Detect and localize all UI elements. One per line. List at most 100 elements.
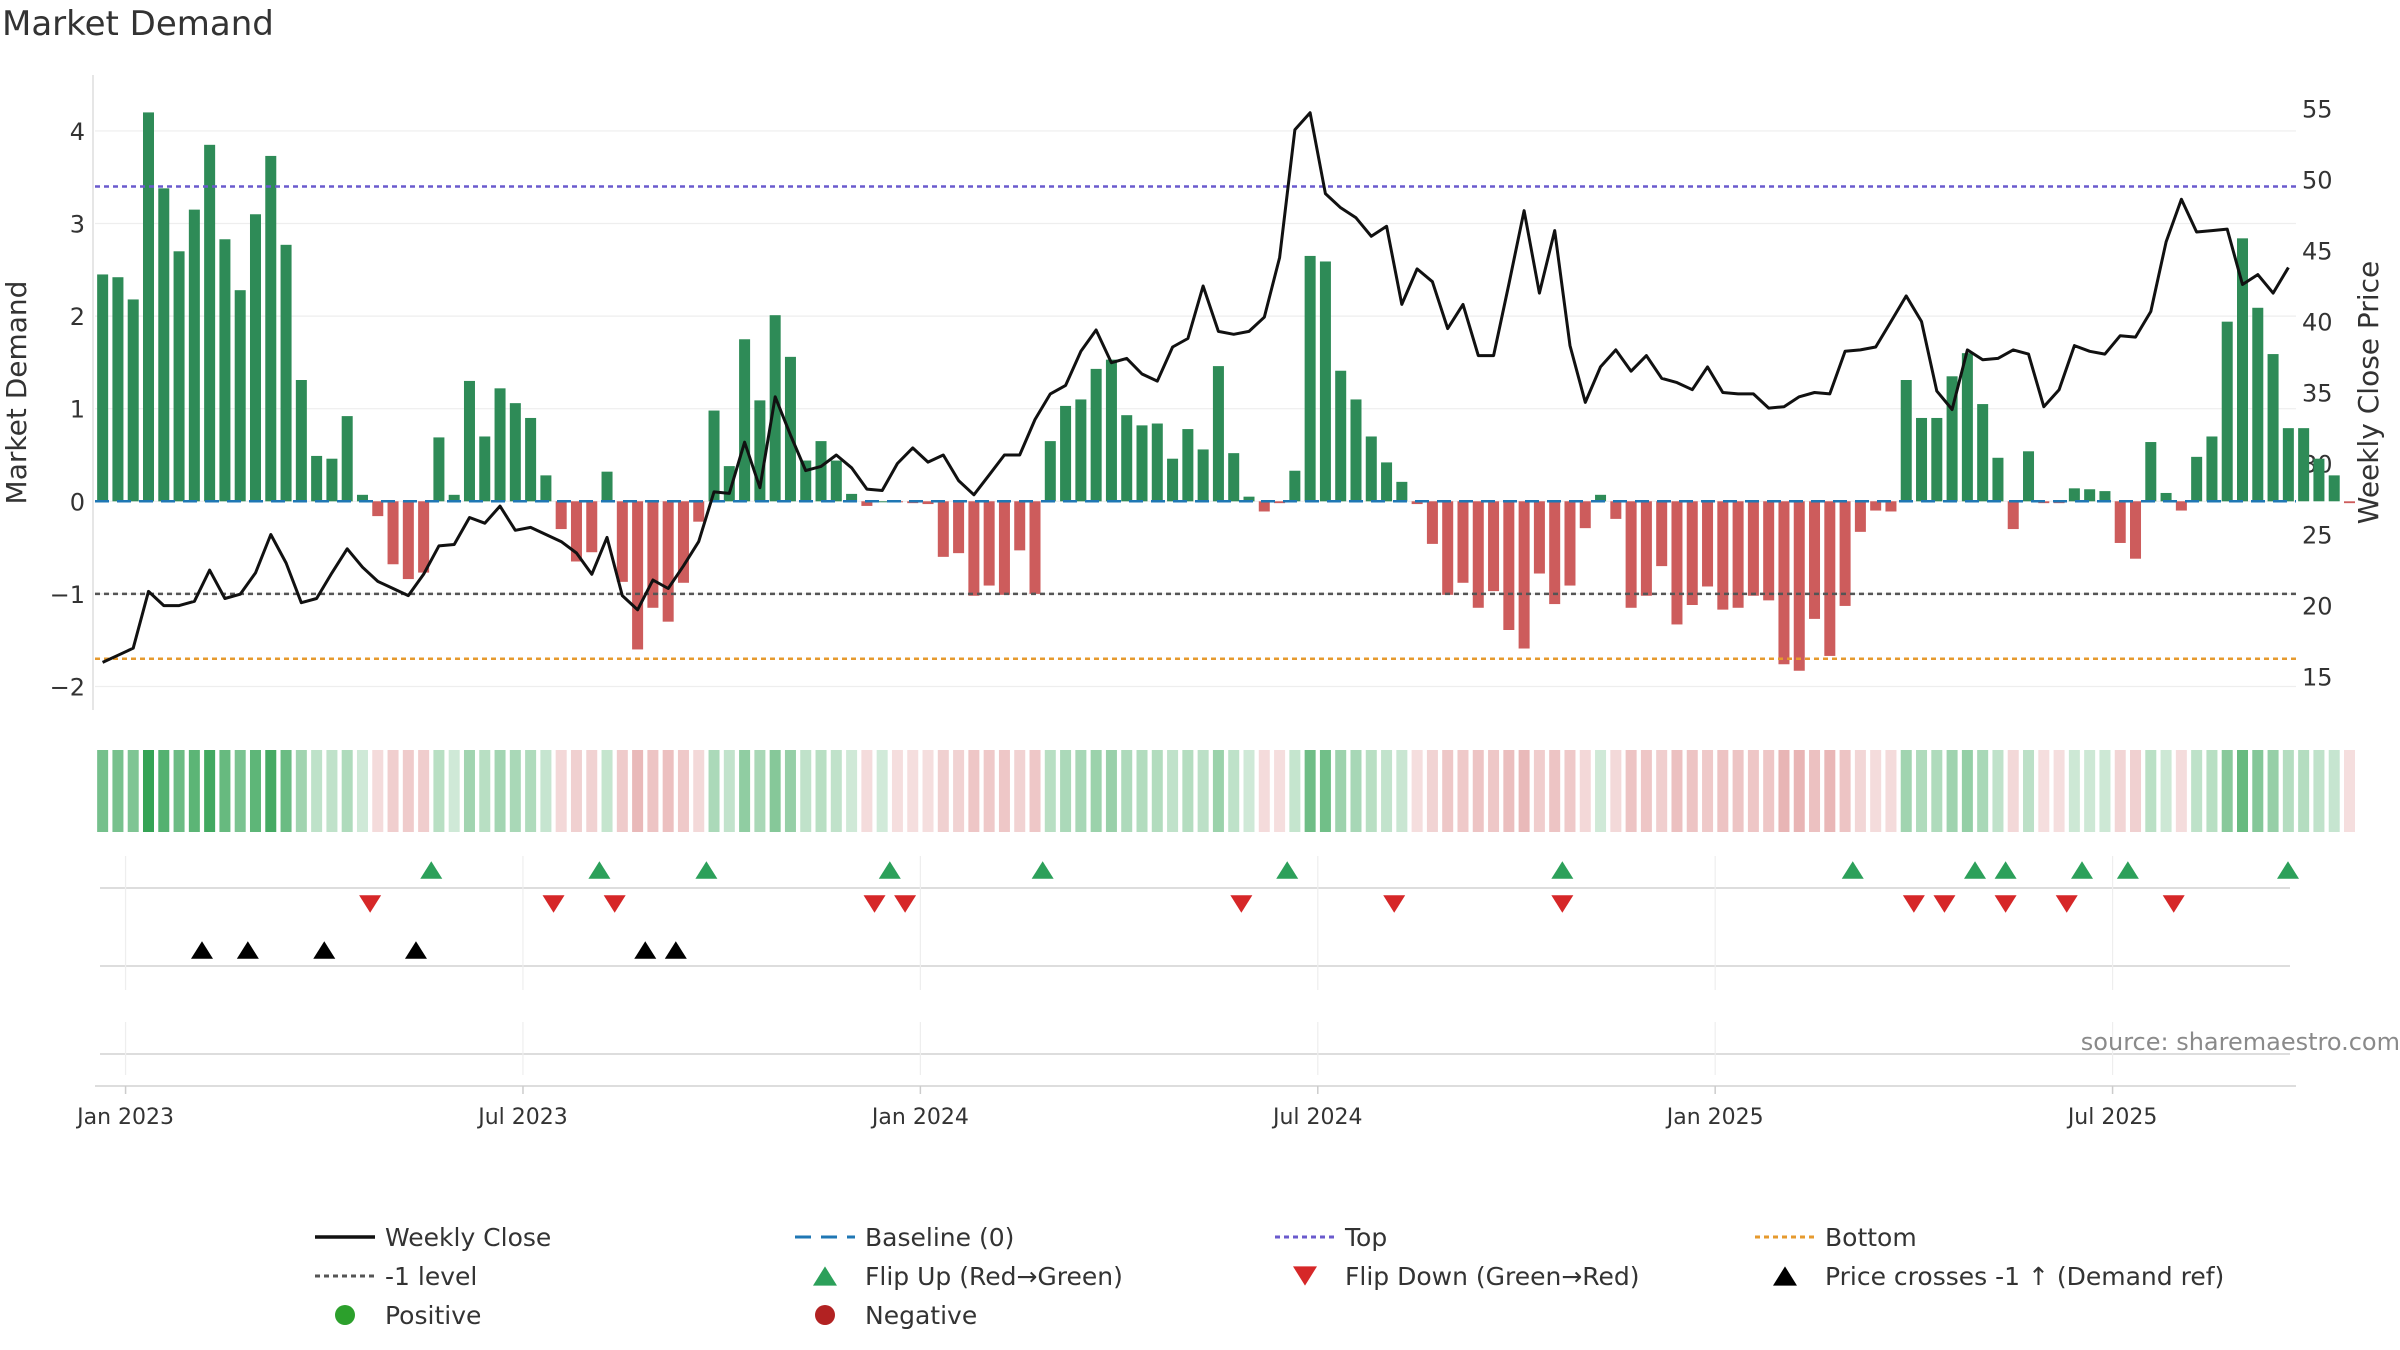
legend-swatch-circle <box>335 1305 355 1325</box>
demand-heat-cell <box>326 750 338 832</box>
demand-bar <box>1564 501 1576 586</box>
demand-heat-cell <box>1717 750 1729 832</box>
demand-heat-cell <box>2007 750 2019 832</box>
demand-heat-cell <box>693 750 705 832</box>
demand-heat-cell <box>2053 750 2065 832</box>
demand-heat-cell <box>815 750 827 832</box>
demand-bar <box>1228 453 1240 502</box>
demand-bar <box>540 475 552 502</box>
demand-heat-cell <box>494 750 506 832</box>
demand-bar <box>1686 501 1698 605</box>
demand-bar <box>97 274 109 502</box>
legend-label: Weekly Close <box>385 1223 551 1252</box>
demand-heat-cell <box>1396 750 1408 832</box>
demand-bar <box>1809 501 1821 619</box>
demand-bar <box>219 239 231 502</box>
demand-bar <box>1396 481 1408 502</box>
demand-heat-cell <box>173 750 185 832</box>
demand-heat-cell <box>2328 750 2340 832</box>
demand-bar <box>2282 428 2294 502</box>
demand-heat-cell <box>784 750 796 832</box>
demand-heat-cell <box>1167 750 1179 832</box>
flip-up-marker <box>695 861 718 879</box>
demand-bar <box>1763 501 1775 601</box>
demand-bar <box>1335 370 1347 502</box>
demand-bar <box>1778 501 1790 665</box>
demand-bar <box>2130 501 2142 559</box>
demand-bar <box>1029 501 1041 594</box>
demand-bar <box>1732 501 1744 608</box>
flip-up-marker <box>1841 861 1864 879</box>
demand-bar <box>509 403 521 502</box>
demand-bar <box>1839 501 1851 606</box>
demand-bar <box>1060 405 1072 502</box>
legend-swatch-triangle-down <box>1293 1266 1317 1286</box>
demand-heat-cell <box>402 750 414 832</box>
demand-bar <box>356 494 368 502</box>
demand-heat-cell <box>2298 750 2310 832</box>
demand-heat-cell <box>1136 750 1148 832</box>
demand-heat-cell <box>188 750 200 832</box>
demand-bar <box>479 436 491 502</box>
demand-heat-cell <box>1457 750 1469 832</box>
demand-heat-cell <box>830 750 842 832</box>
demand-heat-cell <box>555 750 567 832</box>
demand-heat-cell <box>2343 750 2355 832</box>
demand-heat-cell <box>1839 750 1851 832</box>
demand-heat-cell <box>632 750 644 832</box>
demand-heat-cell <box>1197 750 1209 832</box>
flip-up-marker <box>1964 861 1987 879</box>
demand-bar <box>204 144 216 502</box>
demand-bar <box>249 214 261 502</box>
demand-bar <box>280 244 292 502</box>
demand-heat-cell <box>1595 750 1607 832</box>
demand-bar <box>2114 501 2126 543</box>
demand-heat-cell <box>2023 750 2035 832</box>
demand-bar <box>1533 501 1545 574</box>
demand-heat-cell <box>265 750 277 832</box>
demand-bar <box>815 441 827 502</box>
demand-heat-cell <box>2282 750 2294 832</box>
demand-heat-cell <box>2221 750 2233 832</box>
demand-bar <box>295 380 307 502</box>
demand-bar <box>2191 456 2203 502</box>
demand-bar <box>1167 458 1179 502</box>
demand-heat-cell <box>219 750 231 832</box>
demand-heat-cell <box>769 750 781 832</box>
demand-bar <box>2160 492 2172 502</box>
demand-bar <box>173 251 185 502</box>
flip-up-marker <box>1276 861 1299 879</box>
demand-bar <box>647 501 659 608</box>
legend-label: Flip Up (Red→Green) <box>865 1262 1123 1291</box>
y-right-tick-label: 50 <box>2302 166 2333 194</box>
demand-bar <box>158 188 170 502</box>
demand-heat-cell <box>1335 750 1347 832</box>
demand-bar <box>1472 501 1484 608</box>
flip-down-marker <box>603 895 626 913</box>
demand-heat-cell <box>1426 750 1438 832</box>
demand-bar <box>876 501 888 503</box>
demand-bar <box>1350 399 1362 502</box>
demand-bar <box>2343 501 2355 504</box>
demand-bar <box>1503 501 1515 630</box>
demand-heat-cell <box>249 750 261 832</box>
demand-heat-cell <box>1228 750 1240 832</box>
demand-bar <box>2145 442 2157 502</box>
demand-bar <box>739 339 751 502</box>
demand-bar <box>1319 261 1331 502</box>
demand-heat-cell <box>311 750 323 832</box>
demand-bar <box>1243 496 1255 502</box>
demand-bar <box>1075 399 1087 502</box>
demand-heat-cell <box>1105 750 1117 832</box>
demand-heat-cell <box>2267 750 2279 832</box>
flip-up-marker <box>420 861 443 879</box>
legend-label: Price crosses -1 ↑ (Demand ref) <box>1825 1262 2224 1291</box>
demand-heat-cell <box>387 750 399 832</box>
x-tick-label: Jan 2023 <box>75 1105 174 1130</box>
demand-bar <box>1610 501 1622 519</box>
demand-heat-cell <box>739 750 751 832</box>
demand-heat-cell <box>1090 750 1102 832</box>
demand-heat-cell <box>1075 750 1087 832</box>
demand-heat-cell <box>1931 750 1943 832</box>
